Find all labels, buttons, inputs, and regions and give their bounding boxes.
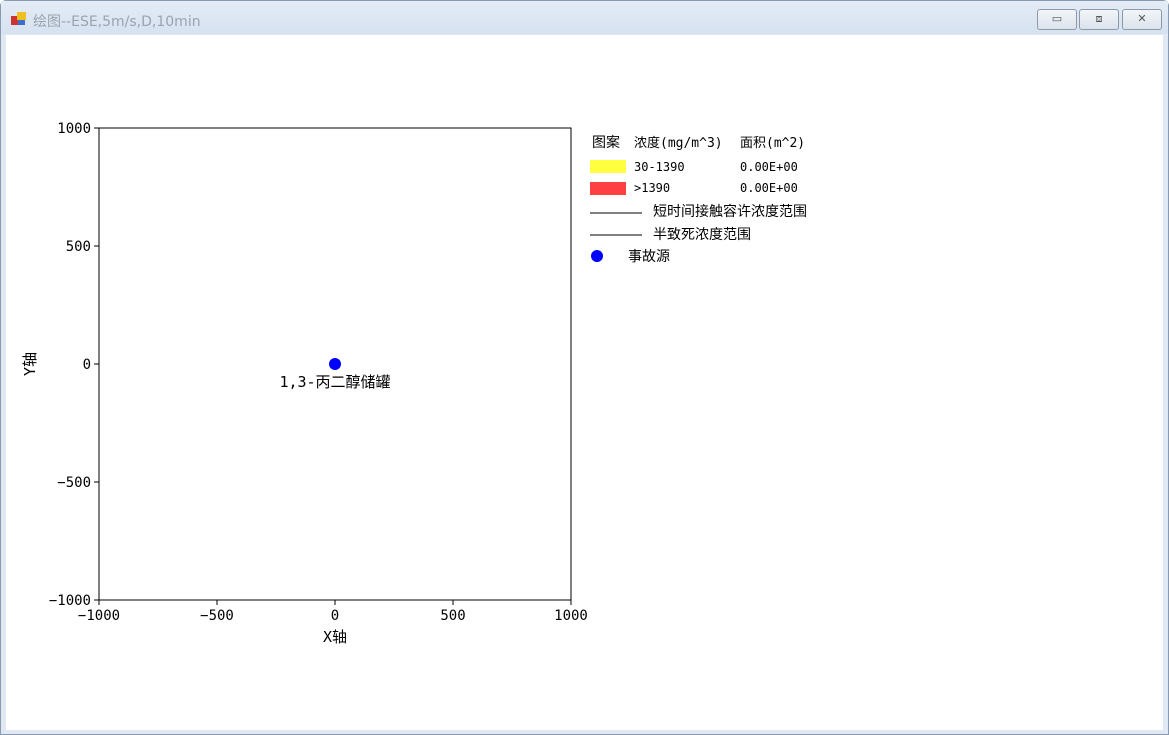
legend-range: 30-1390 bbox=[634, 160, 685, 174]
x-tick-label: 500 bbox=[440, 608, 465, 624]
window-title: 绘图--ESE,5m/s,D,10min bbox=[33, 14, 201, 30]
y-tick-label: 500 bbox=[66, 239, 91, 255]
client-area bbox=[6, 35, 1163, 730]
legend-source-label: 事故源 bbox=[628, 249, 670, 265]
legend-range: >1390 bbox=[634, 181, 670, 195]
legend-swatch-red bbox=[590, 182, 626, 195]
y-tick-label: 0 bbox=[83, 357, 91, 373]
legend-header-pattern: 图案 bbox=[592, 134, 620, 151]
y-axis-label: Y轴 bbox=[21, 352, 39, 376]
minimize-button[interactable]: ▭ bbox=[1037, 9, 1077, 30]
maximize-button[interactable]: ⧈ bbox=[1079, 9, 1119, 30]
legend-area: 0.00E+00 bbox=[740, 160, 798, 174]
legend: 图案 浓度(mg/m^3) 面积(m^2) 30-1390 0.00E+00 >… bbox=[590, 134, 807, 265]
y-tick-label: −1000 bbox=[49, 593, 91, 609]
legend-header-area: 面积(m^2) bbox=[740, 136, 805, 151]
x-tick-label: −1000 bbox=[78, 608, 120, 624]
close-button[interactable]: ✕ bbox=[1122, 9, 1162, 30]
app-icon bbox=[11, 12, 26, 25]
y-tick-label: 1000 bbox=[57, 121, 91, 137]
legend-area: 0.00E+00 bbox=[740, 181, 798, 195]
point-label: 1,3-丙二醇储罐 bbox=[279, 373, 390, 391]
x-tick-label: −500 bbox=[200, 608, 234, 624]
title-bar: 绘图--ESE,5m/s,D,10min ▭ ⧈ ✕ bbox=[1, 1, 1168, 34]
legend-swatch-yellow bbox=[590, 160, 626, 173]
y-tick-label: −500 bbox=[57, 475, 91, 491]
legend-header-concentration: 浓度(mg/m^3) bbox=[634, 135, 723, 151]
x-axis-label: X轴 bbox=[323, 628, 347, 646]
x-tick-label: 0 bbox=[331, 608, 339, 624]
legend-line-label: 短时间接触容许浓度范围 bbox=[653, 203, 807, 220]
legend-source-marker bbox=[591, 250, 603, 262]
legend-line-label: 半致死浓度范围 bbox=[653, 226, 751, 243]
x-tick-label: 1000 bbox=[554, 608, 588, 624]
accident-source-point bbox=[329, 358, 341, 370]
